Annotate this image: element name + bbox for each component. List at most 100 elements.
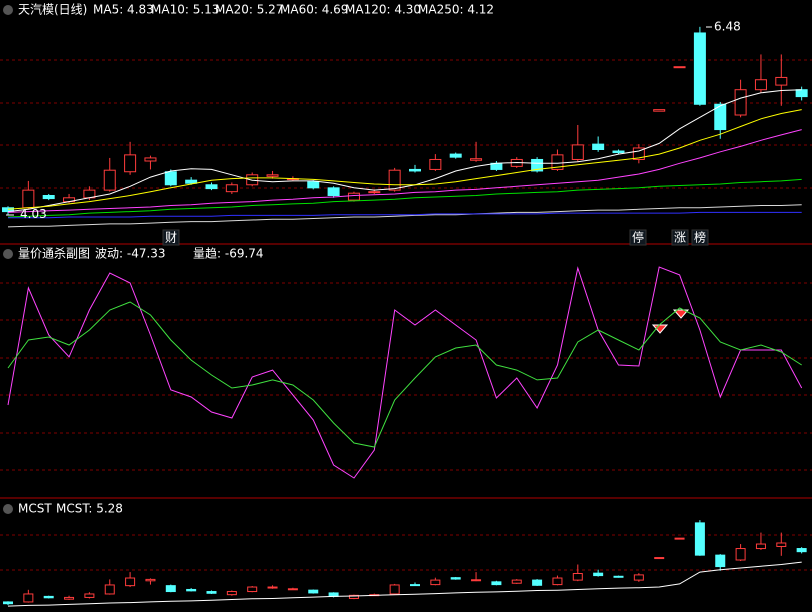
candle-body <box>776 542 787 547</box>
candle-body <box>795 89 808 98</box>
candle-body <box>64 596 75 600</box>
candle-body <box>654 557 665 560</box>
legend-entry: MCST: 5.28 <box>56 502 123 516</box>
series-line <box>7 561 802 607</box>
candle-body <box>124 154 137 173</box>
candle-body <box>348 594 359 599</box>
candle-body <box>164 171 177 186</box>
badge: 榜 <box>694 230 706 245</box>
badge-box <box>162 229 180 246</box>
series-line <box>8 211 802 219</box>
panel-title: MCST <box>18 502 52 516</box>
legend-entry: 波动: -47.33 <box>95 247 166 261</box>
candle-body <box>694 522 705 556</box>
candle-body <box>449 153 462 158</box>
series-line <box>7 89 802 213</box>
series-line <box>7 301 802 448</box>
candle-body <box>735 548 746 561</box>
candle-body <box>206 591 217 594</box>
series-line <box>7 266 803 479</box>
legend-entry: MA20: 5.27 <box>215 3 283 17</box>
candle-body <box>22 189 35 209</box>
candle-body <box>612 150 625 154</box>
grid <box>0 59 812 571</box>
candle-body <box>165 585 176 593</box>
legend-entry: MA10: 5.13 <box>151 3 219 17</box>
candle-body <box>42 195 55 200</box>
candle-body <box>266 174 279 177</box>
candle-body <box>145 578 156 582</box>
candle-body <box>633 574 644 581</box>
candle-body <box>593 572 604 577</box>
price-mark: 4.03 <box>20 207 47 221</box>
candle-body <box>450 577 461 580</box>
candle-body <box>185 179 198 184</box>
candle-body <box>226 591 237 596</box>
candle-body <box>144 157 157 162</box>
candle-body <box>673 66 686 69</box>
candle-body <box>205 184 218 190</box>
candle-body <box>572 573 583 581</box>
candle-body <box>715 554 726 568</box>
candle-body <box>287 588 298 591</box>
candle-body <box>674 537 685 540</box>
candle-body <box>389 584 400 595</box>
legend-entry: MA250: 4.12 <box>418 3 494 17</box>
candle-body <box>511 579 522 584</box>
candle-body <box>125 577 136 587</box>
candle-body <box>714 103 727 131</box>
candle-body <box>307 181 320 189</box>
panel-menu-icon <box>3 249 13 259</box>
candle-body <box>368 191 381 194</box>
badge: 涨 <box>674 230 686 245</box>
signal-icon <box>651 324 669 334</box>
series-line <box>7 178 802 218</box>
panel-title: 天汽模(日线) <box>18 2 87 17</box>
candle-body <box>532 579 543 586</box>
badge-box <box>691 229 709 246</box>
legend-entry: MA120: 4.30 <box>345 3 421 17</box>
candle-body <box>308 589 319 594</box>
series-line <box>7 129 802 213</box>
candle-body <box>552 577 563 586</box>
candle-body <box>430 579 441 586</box>
legend-entry: MA60: 4.69 <box>280 3 348 17</box>
candle-body <box>104 584 115 595</box>
candle-body <box>43 595 54 599</box>
candle-body <box>267 586 278 589</box>
candle-body <box>796 548 807 553</box>
candle-body <box>551 154 564 170</box>
candle-body <box>247 586 258 593</box>
candle-body <box>471 579 482 582</box>
candle-body <box>410 584 420 587</box>
candle-body <box>327 187 340 196</box>
panel-menu-icon <box>3 5 13 15</box>
candle-body <box>23 593 34 603</box>
badge-box <box>671 229 689 246</box>
badge: 停 <box>632 230 644 245</box>
panel-title: 量价通杀副图 <box>18 246 90 261</box>
candle-body <box>347 192 360 201</box>
series-line <box>7 204 802 228</box>
series-line <box>7 109 802 210</box>
legend-entry: 量趋: -69.74 <box>193 247 264 261</box>
candle-body <box>775 76 788 86</box>
panel-menu-icon <box>3 504 13 514</box>
candle-body <box>531 158 544 172</box>
candle-body <box>653 109 666 112</box>
candle-body <box>3 601 13 605</box>
badge-box <box>629 229 647 246</box>
candle-body <box>491 581 502 586</box>
candle-body <box>470 158 483 161</box>
candle-body <box>592 143 605 150</box>
candle-body <box>755 543 766 550</box>
signal-icon <box>672 309 690 319</box>
legend-entry: MA5: 4.83 <box>93 3 154 17</box>
price-mark: 6.48 <box>714 19 741 33</box>
candle-body <box>734 89 747 116</box>
candle-body <box>632 147 645 160</box>
candle-body <box>571 144 584 160</box>
candle-body <box>754 79 767 91</box>
candle-body <box>613 575 624 578</box>
